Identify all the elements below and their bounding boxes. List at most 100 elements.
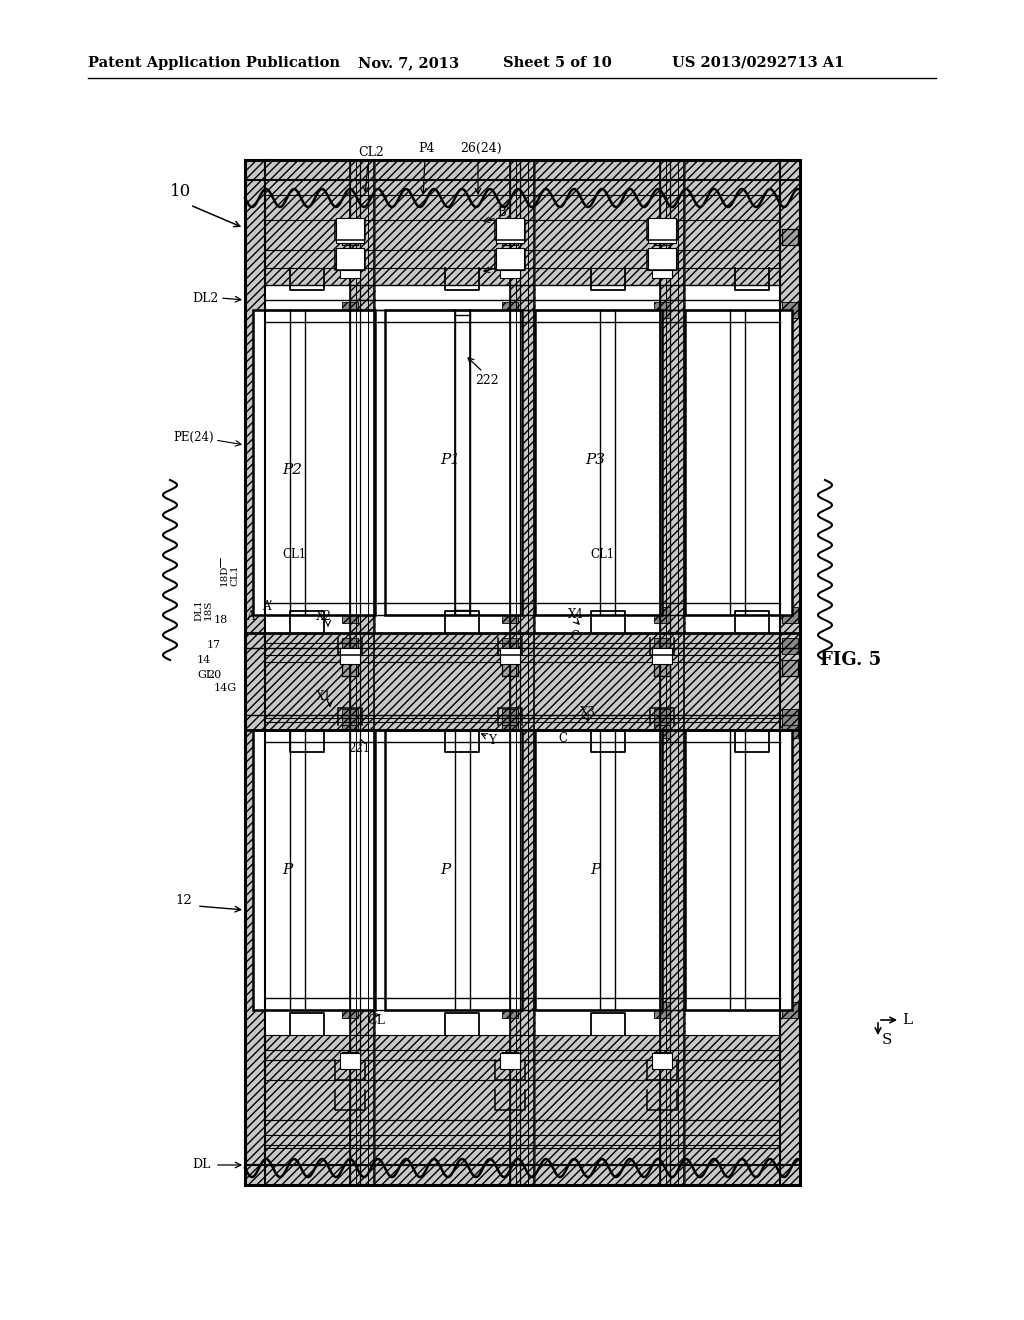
Text: DL1: DL1: [194, 599, 203, 620]
Bar: [654, 638, 670, 653]
Text: A’: A’: [262, 601, 272, 614]
Bar: [502, 1002, 518, 1018]
Bar: [342, 722, 358, 738]
Text: DL2: DL2: [193, 292, 218, 305]
Bar: [342, 638, 358, 653]
Bar: [502, 607, 518, 623]
Bar: [502, 228, 518, 246]
Bar: [336, 218, 364, 243]
Bar: [535, 310, 662, 615]
Bar: [780, 160, 800, 1185]
Bar: [342, 302, 358, 318]
Bar: [782, 228, 798, 246]
Bar: [496, 218, 524, 243]
Text: 12: 12: [175, 894, 191, 907]
Text: 18: 18: [214, 615, 228, 624]
Text: 18S: 18S: [204, 599, 213, 620]
Bar: [245, 634, 800, 730]
Text: CL: CL: [367, 1014, 385, 1027]
Bar: [510, 160, 535, 1185]
Bar: [500, 1053, 520, 1069]
Text: CL1: CL1: [230, 564, 239, 586]
Text: X2: X2: [316, 610, 332, 623]
Bar: [652, 648, 672, 664]
Bar: [502, 638, 518, 653]
Text: Nov. 7, 2013: Nov. 7, 2013: [358, 55, 459, 70]
Bar: [660, 160, 685, 1185]
Text: 26(24): 26(24): [460, 141, 502, 154]
Bar: [654, 1052, 670, 1068]
Bar: [253, 730, 375, 1010]
Bar: [654, 722, 670, 738]
Text: 17: 17: [207, 640, 221, 649]
Text: X3: X3: [580, 705, 596, 718]
Bar: [245, 160, 800, 285]
Text: CL1: CL1: [282, 549, 306, 561]
Bar: [336, 248, 364, 271]
Text: 20: 20: [207, 671, 221, 680]
Bar: [502, 1052, 518, 1068]
Bar: [253, 310, 375, 615]
Text: A: A: [246, 610, 255, 623]
Text: DL: DL: [193, 1159, 210, 1172]
Text: 221: 221: [348, 742, 370, 755]
Text: S: S: [882, 1034, 892, 1047]
Text: P: P: [440, 863, 451, 876]
Bar: [685, 310, 792, 615]
Bar: [340, 1053, 360, 1069]
Text: P1: P1: [440, 453, 460, 467]
Bar: [502, 660, 518, 676]
Bar: [342, 1002, 358, 1018]
Text: CL1: CL1: [590, 549, 614, 561]
Text: P: P: [282, 863, 292, 876]
Bar: [648, 218, 676, 243]
Text: 14: 14: [197, 655, 211, 665]
Text: P2: P2: [282, 463, 302, 477]
Bar: [342, 660, 358, 676]
Text: Y: Y: [488, 734, 496, 747]
Bar: [685, 730, 792, 1010]
Bar: [340, 648, 360, 664]
Bar: [502, 709, 518, 725]
Bar: [782, 638, 798, 653]
Text: C: C: [570, 630, 579, 643]
Text: 18D: 18D: [220, 564, 229, 586]
Bar: [500, 648, 520, 664]
Text: 222: 222: [475, 374, 499, 387]
Bar: [502, 722, 518, 738]
Bar: [782, 709, 798, 725]
Bar: [654, 607, 670, 623]
Text: Sheet 5 of 10: Sheet 5 of 10: [503, 55, 611, 70]
Bar: [350, 160, 375, 1185]
Bar: [245, 1035, 800, 1185]
Bar: [782, 607, 798, 623]
Bar: [342, 607, 358, 623]
Bar: [245, 160, 265, 1185]
Text: 10: 10: [170, 183, 191, 201]
Bar: [496, 248, 524, 271]
Text: GL: GL: [197, 671, 213, 680]
Bar: [385, 730, 522, 1010]
Text: X4: X4: [568, 607, 584, 620]
Bar: [342, 1052, 358, 1068]
Text: B’: B’: [497, 206, 510, 219]
Bar: [654, 1002, 670, 1018]
Text: US 2013/0292713 A1: US 2013/0292713 A1: [672, 55, 845, 70]
Bar: [782, 660, 798, 676]
Bar: [782, 302, 798, 318]
Bar: [652, 1053, 672, 1069]
Text: P3: P3: [585, 453, 605, 467]
Text: Patent Application Publication: Patent Application Publication: [88, 55, 340, 70]
Text: L: L: [902, 1012, 912, 1027]
Text: X1: X1: [316, 690, 332, 704]
Text: P4: P4: [418, 141, 434, 154]
Text: 14G: 14G: [214, 682, 238, 693]
Bar: [654, 228, 670, 246]
Bar: [654, 709, 670, 725]
Text: FIG. 5: FIG. 5: [820, 651, 882, 669]
Bar: [500, 257, 520, 279]
Text: C: C: [558, 731, 567, 744]
Bar: [782, 1002, 798, 1018]
Text: B: B: [497, 259, 506, 272]
Bar: [502, 302, 518, 318]
